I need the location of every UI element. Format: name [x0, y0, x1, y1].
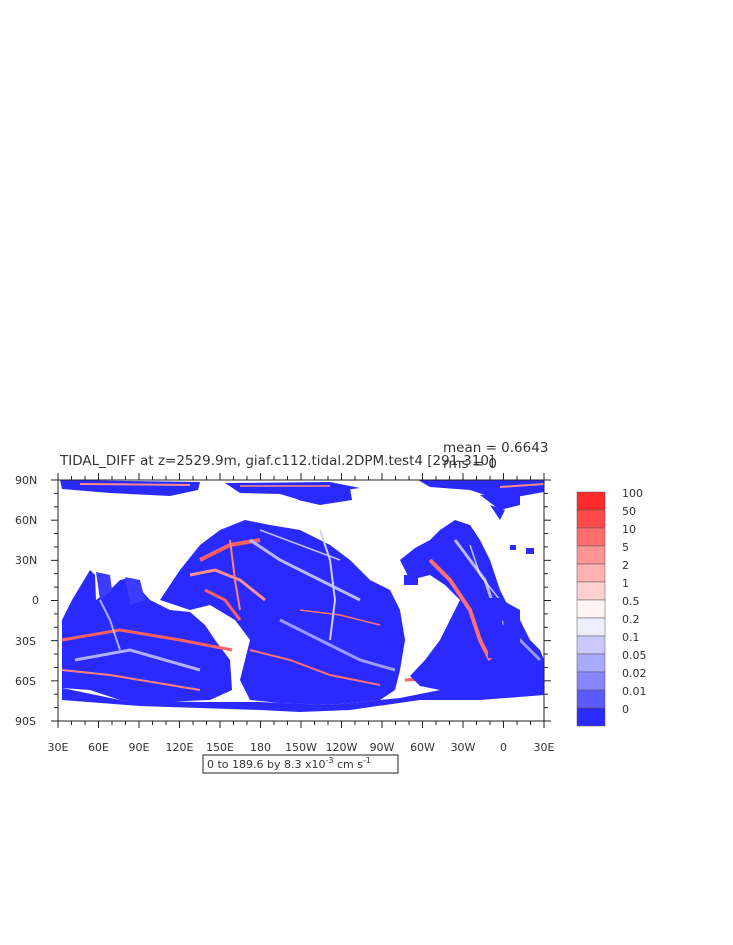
- colorbar-swatch: [576, 563, 606, 583]
- y-tick-label: 60N: [15, 514, 37, 527]
- y-tick-label: 0: [32, 594, 39, 607]
- colorbar-level-label: 5: [622, 541, 629, 554]
- colorbar-level-label: 0.02: [622, 667, 647, 680]
- axis-ticks: [51, 473, 551, 728]
- svg-text:0 to 189.6 by 8.3 x10-3 cm s-1: 0 to 189.6 by 8.3 x10-3 cm s-1: [207, 756, 371, 771]
- y-tick-label: 30S: [15, 635, 36, 648]
- colorbar-swatch: [576, 545, 606, 565]
- colorbar-level-label: 10: [622, 523, 636, 536]
- colorbar-level-label: 50: [622, 505, 636, 518]
- colorbar-swatch: [576, 635, 606, 655]
- colorbar-swatch: [576, 509, 606, 529]
- x-tick-label: 120E: [166, 741, 194, 754]
- contour-units: cm s: [334, 758, 364, 771]
- map-title: TIDAL_DIFF at z=2529.9m, giaf.c112.tidal…: [59, 453, 494, 469]
- colorbar-level-label: 0.2: [622, 613, 640, 626]
- colorbar: 100 50 10 5 2 1 0.5 0.2 0.1 0.05 0.02 0.01 0: [576, 487, 647, 727]
- x-tick-label: 30E: [534, 741, 555, 754]
- x-tick-label: 60W: [410, 741, 435, 754]
- x-tick-label: 150W: [285, 741, 317, 754]
- colorbar-level-label: 100: [622, 487, 643, 500]
- y-tick-label: 30N: [15, 554, 37, 567]
- y-tick-label: 60S: [15, 675, 36, 688]
- x-tick-label: 150E: [206, 741, 234, 754]
- colorbar-level-label: 1: [622, 577, 629, 590]
- x-tick-label: 0: [500, 741, 507, 754]
- x-tick-label: 120W: [326, 741, 358, 754]
- colorbar-level-label: 2: [622, 559, 629, 572]
- ocean-field: [60, 480, 544, 712]
- colorbar-swatch: [576, 689, 606, 709]
- x-axis-labels: 30E 60E 90E 120E 150E 180 150W 120W 90W …: [48, 741, 555, 754]
- colorbar-level-label: 0.05: [622, 649, 647, 662]
- colorbar-level-label: 0.1: [622, 631, 640, 644]
- colorbar-swatch: [576, 527, 606, 547]
- colorbar-level-label: 0.01: [622, 685, 647, 698]
- x-tick-label: 30W: [451, 741, 476, 754]
- contour-info-box: 0 to 189.6 by 8.3 x10-3 cm s-1: [202, 754, 399, 774]
- rms-value: rms = 0: [443, 456, 497, 472]
- y-tick-label: 90N: [15, 474, 37, 487]
- x-tick-label: 30E: [48, 741, 69, 754]
- colorbar-swatch: [576, 599, 606, 619]
- colorbar-swatch: [576, 581, 606, 601]
- y-tick-label: 90S: [15, 715, 36, 728]
- colorbar-swatch: [576, 707, 606, 727]
- colorbar-level-label: 0: [622, 703, 629, 716]
- colorbar-level-label: 0.5: [622, 595, 640, 608]
- contour-range: 0 to 189.6 by 8.3 x10: [207, 758, 326, 771]
- x-tick-label: 60E: [88, 741, 109, 754]
- x-tick-label: 180: [250, 741, 271, 754]
- colorbar-swatch: [576, 491, 606, 511]
- mean-value: mean = 0.6643: [443, 440, 548, 456]
- x-tick-label: 90W: [370, 741, 395, 754]
- contour-units-exponent: -1: [363, 756, 371, 765]
- y-axis-labels: 90N 60N 30N 0 30S 60S 90S: [15, 474, 39, 728]
- contour-exponent: -3: [326, 756, 334, 765]
- colorbar-swatch: [576, 671, 606, 691]
- colorbar-swatch: [576, 617, 606, 637]
- colorbar-swatch: [576, 653, 606, 673]
- x-tick-label: 90E: [129, 741, 150, 754]
